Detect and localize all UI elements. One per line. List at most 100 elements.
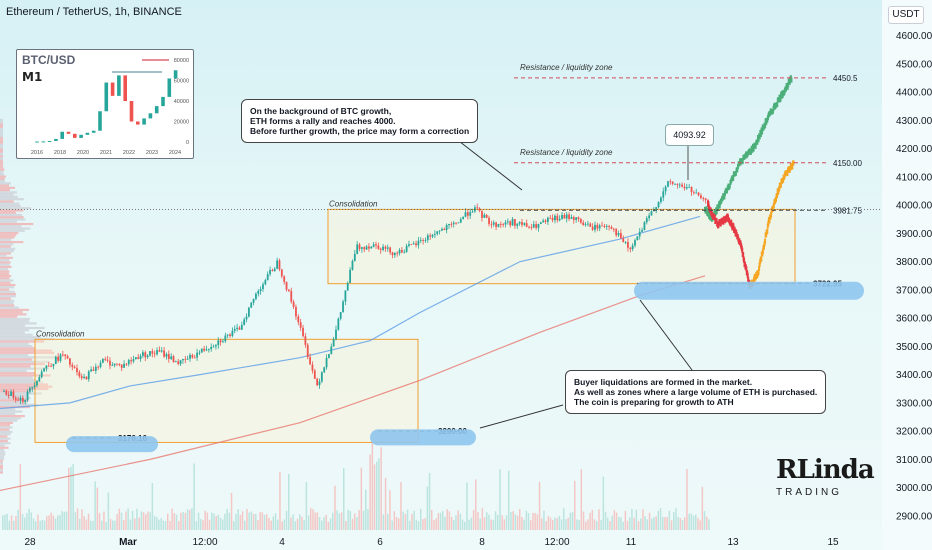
candle-body	[295, 306, 297, 317]
candle-body	[483, 214, 486, 218]
candle-body	[441, 228, 443, 231]
candle-body	[615, 228, 618, 236]
volume-bar	[202, 520, 204, 530]
volume-bar	[41, 519, 44, 530]
candle-body	[660, 197, 662, 203]
volume-bar	[230, 492, 233, 530]
volume-bar	[558, 515, 561, 530]
volume-profile-bar	[0, 247, 16, 250]
candle-body	[471, 211, 474, 213]
candle-body	[250, 302, 253, 308]
volume-profile-bar	[0, 225, 22, 228]
volume-bar	[244, 520, 246, 530]
volume-bar	[536, 514, 539, 530]
projection-correction-candle	[741, 247, 744, 253]
candle-body	[497, 224, 500, 227]
volume-bar	[83, 516, 85, 530]
volume-bar	[39, 520, 41, 530]
candle-body	[655, 207, 658, 210]
candle-body	[71, 364, 74, 367]
candle-body	[521, 222, 523, 225]
candle-body	[273, 268, 276, 272]
volume-bar	[389, 490, 391, 530]
x-tick-label: 13	[727, 537, 739, 548]
volume-bar	[193, 463, 195, 530]
projection-correction-candle	[766, 228, 769, 234]
symbol-title[interactable]: Ethereum / TetherUS, 1h, BINANCE	[6, 6, 182, 18]
projection-green-candle	[715, 209, 718, 215]
inset-title: BTC/USD	[22, 53, 76, 67]
candle-body	[323, 367, 326, 373]
callout-bottom-line: The coin is preparing for growth to ATH	[574, 397, 734, 407]
liquidity-zone	[66, 436, 158, 453]
volume-bar	[604, 511, 607, 530]
volume-bar	[340, 512, 343, 530]
volume-bar	[387, 513, 389, 530]
projection-green-candle	[734, 170, 737, 176]
volume-bar	[673, 512, 675, 530]
volume-bar	[248, 512, 250, 530]
currency-selector[interactable]: USDT	[888, 6, 924, 24]
volume-profile-bar	[0, 184, 10, 187]
volume-bar	[131, 510, 134, 530]
volume-profile-bar	[0, 433, 11, 436]
candle-body	[64, 354, 67, 357]
volume-profile-bar	[0, 209, 24, 212]
projection-green-candle	[758, 134, 761, 140]
candle-body	[386, 247, 389, 249]
moving-average-blue	[0, 215, 701, 410]
candle-body	[339, 312, 342, 319]
candle-body	[342, 301, 344, 313]
volume-bar	[512, 511, 514, 530]
volume-bar	[48, 515, 50, 530]
projection-correction-candle	[768, 218, 771, 224]
candle-body	[151, 351, 154, 354]
inset-candle	[104, 82, 109, 112]
volume-bar	[657, 510, 660, 530]
candle-body	[556, 215, 559, 221]
volume-profile-bar	[0, 211, 16, 214]
volume-bar	[675, 508, 677, 530]
candle-body	[570, 217, 573, 219]
candle-body	[554, 215, 556, 221]
volume-bar	[618, 516, 620, 530]
candle-body	[111, 365, 114, 367]
inset-y-tick: 0	[186, 140, 189, 146]
inset-y-tick: 60000	[174, 79, 189, 85]
volume-bar	[582, 511, 585, 530]
candle-body	[179, 360, 182, 364]
projection-correction-candle	[767, 220, 770, 226]
volume-bar	[404, 513, 407, 530]
candle-body	[452, 222, 455, 225]
volume-bar	[224, 513, 226, 530]
projection-green-candle	[780, 90, 783, 96]
volume-bar	[677, 516, 679, 530]
candle-body	[365, 246, 368, 250]
volume-bar	[490, 519, 492, 530]
candle-body	[657, 202, 660, 208]
candle-body	[565, 214, 568, 219]
x-tick-label: 8	[479, 537, 485, 548]
candle-body	[401, 250, 403, 253]
volume-profile-bar	[0, 358, 33, 361]
volume-bar	[195, 521, 198, 530]
volume-profile-bar	[0, 326, 45, 330]
volume-bar	[435, 518, 437, 530]
consolidation-label: Consolidation	[329, 199, 378, 208]
volume-bar	[109, 518, 112, 530]
projection-correction-candle	[770, 212, 773, 218]
volume-bar	[90, 520, 92, 530]
volume-profile-bar	[0, 385, 53, 388]
volume-bar	[79, 518, 81, 530]
candle-body	[636, 236, 639, 241]
y-tick-label: 3600.00	[896, 314, 932, 325]
volume-bar	[664, 517, 666, 530]
volume-bar	[156, 516, 158, 530]
volume-bar	[211, 512, 213, 530]
candle-body	[377, 245, 380, 249]
projection-correction-candle	[764, 238, 767, 244]
candle-body	[532, 224, 535, 228]
candle-body	[134, 357, 137, 360]
volume-bar	[413, 510, 415, 530]
